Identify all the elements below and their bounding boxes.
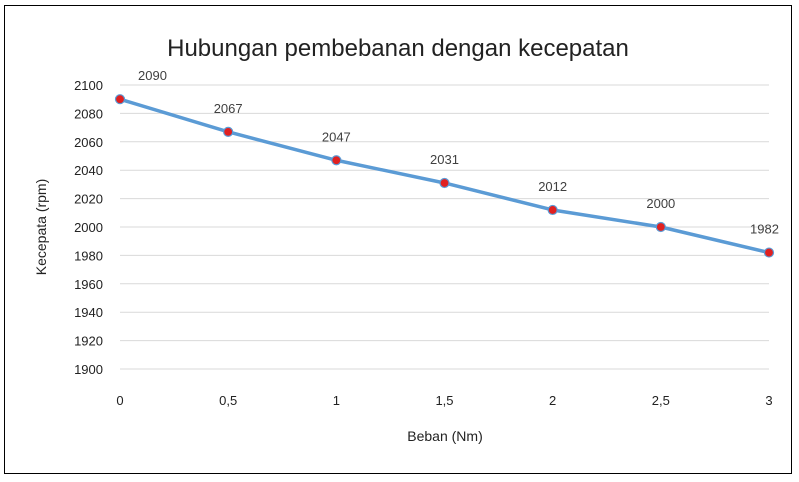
- data-label: 2047: [322, 129, 351, 144]
- data-point: [655, 221, 666, 233]
- x-tick-label: 1: [333, 393, 340, 408]
- data-point: [547, 204, 558, 216]
- data-labels: 2090 2067 2047 2031 2012 2000 1982: [138, 68, 779, 236]
- y-tick-label: 1900: [74, 362, 103, 377]
- y-tick-label: 2040: [74, 163, 103, 178]
- x-tick-label: 3: [765, 393, 772, 408]
- series-line-0: [118, 97, 771, 255]
- y-tick-label: 1960: [74, 277, 103, 292]
- chart-title: Hubungan pembebanan dengan kecepatan: [167, 35, 629, 62]
- y-tick-label: 2100: [74, 78, 103, 93]
- x-tick-label: 1,5: [435, 393, 453, 408]
- y-tick-label: 2020: [74, 192, 103, 207]
- y-tick-label: 1940: [74, 305, 103, 320]
- x-tick-label: 2,5: [652, 393, 670, 408]
- data-label: 2067: [214, 101, 243, 116]
- x-tick-label: 0,5: [219, 393, 237, 408]
- x-axis-label: Beban (Nm): [407, 428, 482, 444]
- data-label: 2012: [538, 179, 567, 194]
- y-tick-label: 2000: [74, 220, 103, 235]
- y-tick-label: 1920: [74, 334, 103, 349]
- x-tick-label: 0: [116, 393, 123, 408]
- chart-frame: [4, 5, 792, 474]
- data-point: [331, 155, 342, 166]
- data-point: [763, 247, 775, 258]
- y-tick-labels: 1900 1920 1940 1960 1980 2000 2020 2040 2060 2080…: [74, 78, 103, 377]
- y-tick-label: 2060: [74, 135, 103, 150]
- data-point: [439, 177, 450, 189]
- data-label: 2031: [430, 152, 459, 167]
- y-tick-label: 2080: [74, 106, 103, 121]
- x-tick-labels: 0 0,5 1 1,5 2 2,5 3: [116, 393, 772, 408]
- x-tick-label: 2: [549, 393, 556, 408]
- data-label: 1982: [750, 222, 779, 237]
- series-line: [118, 97, 771, 255]
- data-label: 2000: [646, 196, 675, 211]
- data-markers: [114, 94, 775, 258]
- data-point: [114, 94, 126, 105]
- y-axis-label: Kecepata (rpm): [33, 179, 49, 275]
- data-point: [223, 126, 234, 137]
- data-label: 2090: [138, 68, 167, 83]
- y-tick-label: 1980: [74, 248, 103, 263]
